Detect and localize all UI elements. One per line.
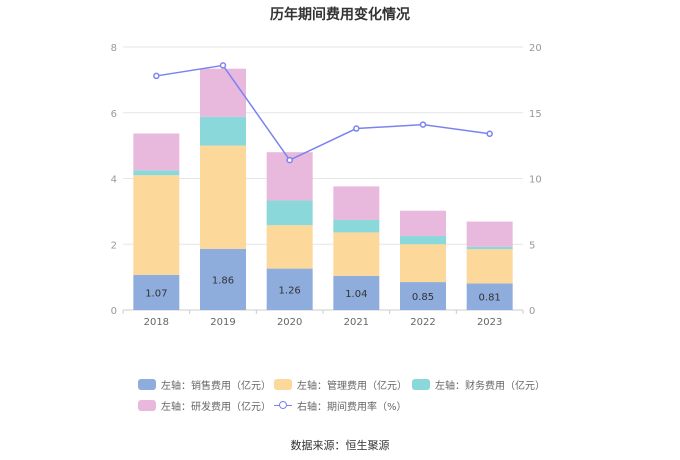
legend-swatch-rate bbox=[274, 400, 292, 411]
bar-segment bbox=[200, 248, 246, 310]
right-axis-tick-label: 0 bbox=[529, 306, 535, 317]
bar-value-label: 0.81 bbox=[479, 293, 501, 304]
bar-segment bbox=[333, 275, 380, 310]
bar-segment bbox=[200, 68, 246, 117]
right-axis-tick-label: 20 bbox=[529, 43, 542, 54]
legend-label-rd: 左轴：研发费用（亿元） bbox=[161, 402, 271, 413]
rate-point bbox=[153, 72, 160, 80]
bar-segment bbox=[133, 274, 180, 310]
bar-value-label: 0.85 bbox=[412, 292, 434, 303]
bar-segment bbox=[400, 282, 446, 310]
bar-segment bbox=[200, 116, 246, 146]
legend-item-admin[interactable]: 左轴：管理费用（亿元） bbox=[274, 377, 407, 392]
left-axis-tick-label: 0 bbox=[111, 306, 117, 317]
x-axis-tick-label: 2023 bbox=[477, 317, 502, 328]
legend-swatch-finance bbox=[412, 379, 430, 390]
x-axis-tick-label: 2020 bbox=[277, 317, 302, 328]
bar-segment bbox=[333, 219, 380, 233]
legend-label-sales: 左轴：销售费用（亿元） bbox=[161, 381, 271, 392]
legend-label-finance: 左轴：财务费用（亿元） bbox=[435, 381, 545, 392]
bar-segment bbox=[400, 244, 446, 283]
right-axis-tick-label: 15 bbox=[529, 109, 542, 120]
bar-value-label: 1.04 bbox=[345, 289, 367, 300]
left-axis-tick-label: 8 bbox=[111, 43, 117, 54]
rate-point bbox=[219, 62, 227, 69]
left-axis-tick-label: 2 bbox=[111, 240, 117, 251]
legend-label-admin: 左轴：管理费用（亿元） bbox=[297, 381, 407, 392]
rate-point bbox=[353, 125, 360, 132]
legend-item-finance[interactable]: 左轴：财务费用（亿元） bbox=[412, 377, 545, 392]
bar-segment bbox=[466, 221, 513, 247]
bar-segment bbox=[333, 232, 380, 276]
x-axis-tick-label: 2022 bbox=[410, 317, 435, 328]
legend-item-rd[interactable]: 左轴：研发费用（亿元） bbox=[138, 398, 271, 413]
bar-segment bbox=[333, 186, 380, 220]
bar-value-label: 1.26 bbox=[279, 285, 301, 296]
right-axis-tick-label: 5 bbox=[529, 240, 535, 251]
rate-point bbox=[419, 121, 427, 128]
rate-point bbox=[286, 156, 293, 164]
bar-segment bbox=[133, 175, 180, 275]
data-source: 数据来源：恒生聚源 bbox=[290, 439, 390, 452]
left-axis-tick-label: 6 bbox=[111, 109, 117, 120]
bar-segment bbox=[400, 210, 446, 237]
bar-segment bbox=[266, 225, 313, 269]
bar-value-label: 1.86 bbox=[212, 275, 234, 286]
bar-segment bbox=[200, 145, 246, 249]
rate-point bbox=[486, 130, 493, 138]
legend-item-rate[interactable]: 右轴：期间费用率（%） bbox=[274, 398, 407, 413]
bar-segment bbox=[133, 170, 180, 176]
legend-swatch-sales bbox=[138, 379, 156, 390]
legend-swatch-rd bbox=[138, 400, 156, 411]
bar-segment bbox=[466, 283, 513, 310]
bar-segment bbox=[266, 200, 313, 226]
bar-segment bbox=[133, 133, 180, 171]
legend-swatch-admin bbox=[274, 379, 292, 390]
x-axis-tick-label: 2019 bbox=[210, 317, 235, 328]
left-axis-tick-label: 4 bbox=[111, 175, 117, 186]
right-axis-tick-label: 10 bbox=[529, 175, 542, 186]
bar-segment bbox=[400, 236, 446, 245]
rate-line bbox=[156, 64, 490, 162]
legend-item-sales[interactable]: 左轴：销售费用（亿元） bbox=[138, 377, 271, 392]
chart-title: 历年期间费用变化情况 bbox=[270, 7, 410, 23]
x-axis-tick-label: 2021 bbox=[344, 317, 369, 328]
bar-segment bbox=[466, 246, 513, 250]
legend-label-rate: 右轴：期间费用率（%） bbox=[297, 402, 407, 413]
bar-value-label: 1.07 bbox=[145, 288, 167, 299]
bar-segment bbox=[266, 268, 313, 310]
x-axis-tick-label: 2018 bbox=[144, 317, 169, 328]
bar-segment bbox=[466, 249, 513, 284]
